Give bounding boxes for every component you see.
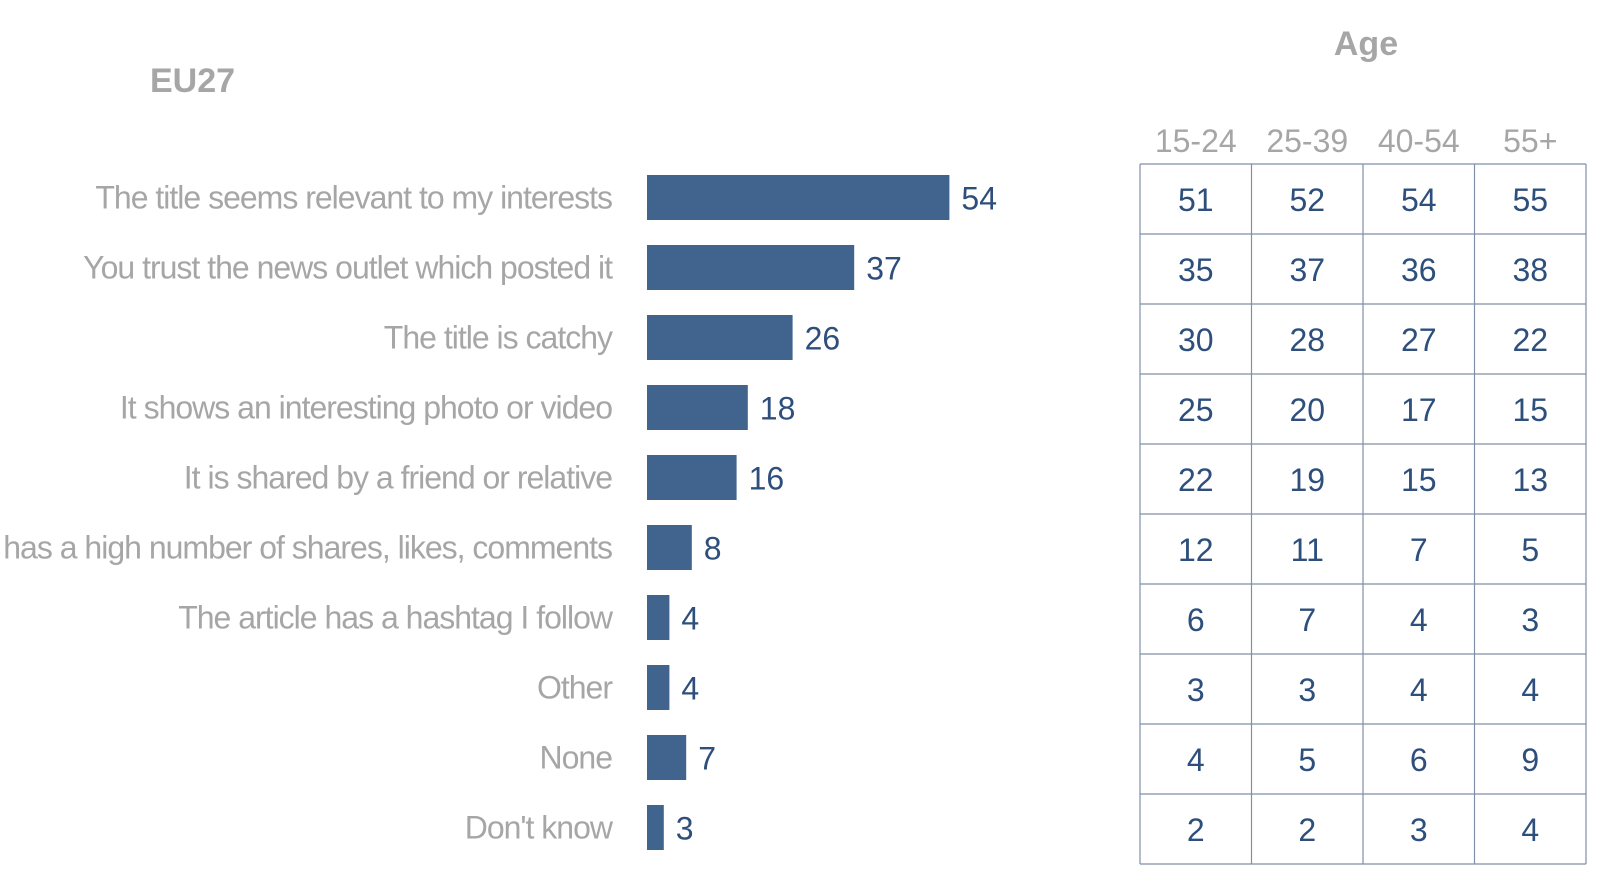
bar-value-label: 54 — [961, 181, 997, 217]
category-label: Other — [537, 670, 613, 706]
table-cell-value: 3 — [1521, 602, 1539, 638]
table-cell-value: 19 — [1289, 462, 1325, 498]
table-cell-value: 12 — [1178, 532, 1214, 568]
bar — [647, 525, 692, 570]
age-column-header: 55+ — [1503, 123, 1557, 159]
table-cell-value: 11 — [1291, 532, 1324, 568]
category-label: The title is catchy — [384, 320, 613, 356]
bar — [647, 735, 687, 780]
table-cell-value: 9 — [1521, 742, 1539, 778]
table-cell-value: 25 — [1178, 392, 1214, 428]
table-cell-value: 13 — [1512, 462, 1548, 498]
table-cell-value: 2 — [1187, 812, 1205, 848]
bar-value-label: 16 — [749, 461, 785, 497]
table-cell-value: 4 — [1410, 672, 1428, 708]
category-label: You trust the news outlet which posted i… — [83, 250, 613, 286]
table-cell-value: 52 — [1289, 182, 1325, 218]
region-label: EU27 — [150, 62, 235, 100]
table-cell-value: 4 — [1187, 742, 1205, 778]
category-labels: The title seems relevant to my interests… — [0, 180, 615, 846]
bar — [647, 315, 793, 360]
table-cell-value: 15 — [1401, 462, 1437, 498]
table-cell-value: 7 — [1298, 602, 1316, 638]
table-cell-value: 3 — [1298, 672, 1316, 708]
table-cell-value: 38 — [1512, 252, 1548, 288]
table-cell-value: 3 — [1187, 672, 1205, 708]
table-cell-value: 36 — [1401, 252, 1437, 288]
table-cell-value: 4 — [1521, 812, 1539, 848]
bar-value-label: 4 — [681, 601, 699, 637]
table-cell-value: 2 — [1298, 812, 1316, 848]
bar — [647, 245, 855, 290]
age-column-headers: 15-24 25-39 40-54 55+ — [1155, 123, 1558, 159]
bar — [647, 595, 670, 640]
category-label: It is shared by a friend or relative — [184, 460, 612, 496]
bar — [647, 455, 737, 500]
table-cell-value: 28 — [1289, 322, 1325, 358]
table-cell-value: 4 — [1410, 602, 1428, 638]
table-cell-value: 6 — [1187, 602, 1205, 638]
age-column-header: 40-54 — [1378, 123, 1460, 159]
table-cell-value: 35 — [1178, 252, 1214, 288]
table-cell-value: 17 — [1401, 392, 1437, 428]
table-cell-value: 22 — [1178, 462, 1214, 498]
table-cell-value: 20 — [1289, 392, 1325, 428]
category-label: It shows an interesting photo or video — [120, 390, 612, 426]
age-column-header: 25-39 — [1266, 123, 1348, 159]
table-cell-value: 5 — [1298, 742, 1316, 778]
table-cell-value: 6 — [1410, 742, 1428, 778]
category-label: It has a high number of shares, likes, c… — [0, 530, 612, 566]
table-cell-value: 22 — [1512, 322, 1548, 358]
bar-value-label: 37 — [866, 251, 902, 287]
table-cell-value: 37 — [1289, 252, 1325, 288]
age-column-header: 15-24 — [1155, 123, 1237, 159]
table-cell-value: 54 — [1401, 182, 1437, 218]
bar-value-label: 26 — [805, 321, 841, 357]
table-cell-value: 27 — [1401, 322, 1437, 358]
category-label: Don't know — [465, 810, 614, 846]
category-label: The article has a hashtag I follow — [178, 600, 614, 636]
table-cell-value: 55 — [1512, 182, 1548, 218]
age-table-grid — [1139, 163, 1587, 865]
bar-value-label: 3 — [676, 811, 694, 847]
bar-value-label: 4 — [681, 671, 699, 707]
table-cell-value: 5 — [1521, 532, 1539, 568]
table-cell-value: 15 — [1512, 392, 1548, 428]
category-label: None — [540, 740, 613, 776]
table-cell-value: 30 — [1178, 322, 1214, 358]
category-label: The title seems relevant to my interests — [95, 180, 612, 216]
table-cell-value: 7 — [1410, 532, 1428, 568]
bars — [647, 175, 950, 850]
bar-value-label: 8 — [704, 531, 722, 567]
age-table-title: Age — [1334, 25, 1398, 63]
bar — [647, 665, 670, 710]
bar-value-label: 7 — [698, 741, 716, 777]
table-cell-value: 4 — [1521, 672, 1539, 708]
bar — [647, 805, 664, 850]
table-cell-value: 3 — [1410, 812, 1428, 848]
table-cell-value: 51 — [1178, 182, 1214, 218]
bar-value-label: 18 — [760, 391, 796, 427]
bar — [647, 385, 748, 430]
bar — [647, 175, 950, 220]
